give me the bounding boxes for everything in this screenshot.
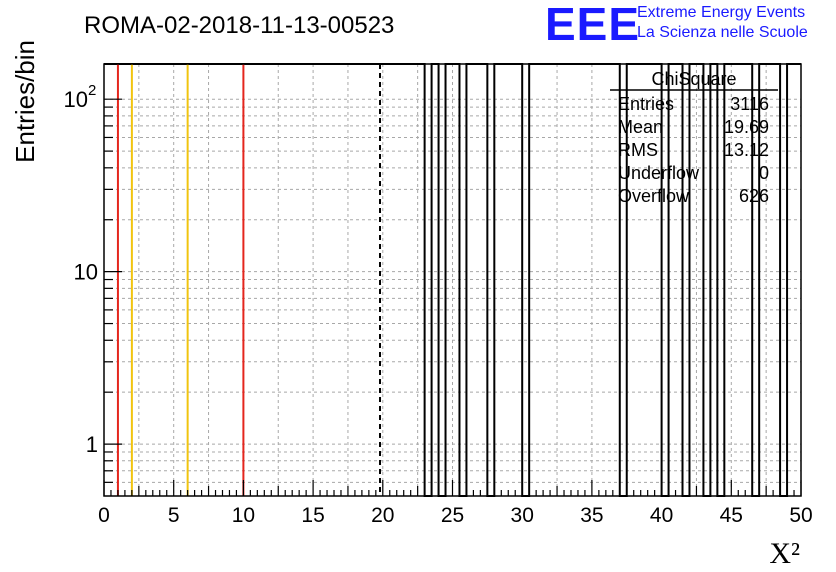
stats-label: Mean [618, 117, 663, 137]
x-tick-label: 30 [511, 504, 534, 527]
stats-value: 13.12 [724, 140, 769, 160]
reference-lines [116, 64, 382, 496]
stats-value: 3116 [730, 94, 769, 114]
stats-box: ChiSquare Entries 3116 Mean 19.69 RMS 13.12 Un… [610, 69, 778, 206]
logo-line-1: Extreme Energy Events [637, 4, 806, 21]
x-tick-label: 10 [232, 504, 255, 527]
stats-label: Entries [618, 94, 674, 114]
stats-label: RMS [618, 140, 658, 160]
logo-line-2: La Scienza nelle Scuole [637, 24, 808, 41]
x-axis-label: X² [769, 537, 800, 570]
y-tick-label: 1 [86, 432, 98, 457]
stats-label: Underflow [618, 163, 700, 183]
y-tick-label: 10 [64, 87, 88, 112]
x-tick-label: 0 [98, 504, 110, 527]
stats-value: 0 [759, 163, 769, 183]
x-tick-label: 5 [168, 504, 180, 527]
grid [104, 64, 801, 496]
x-tick-label: 15 [301, 504, 324, 527]
x-tick-label: 45 [720, 504, 743, 527]
x-tick-label: 50 [789, 504, 812, 527]
stats-label: Overflow [618, 186, 690, 206]
y-axis-label: Entries/bin [10, 40, 40, 163]
stats-value: 19.69 [724, 117, 769, 137]
x-tick-label: 25 [441, 504, 464, 527]
x-tick-label: 40 [650, 504, 673, 527]
y-tick-label-exponent: 2 [88, 82, 96, 99]
stats-value: 626 [739, 186, 769, 206]
stats-title: ChiSquare [651, 69, 736, 89]
x-tick-label: 35 [580, 504, 603, 527]
y-tick-label: 10 [74, 260, 98, 285]
x-tick-label: 20 [371, 504, 394, 527]
axis-ticks [103, 98, 802, 496]
chart-title: ROMA-02-2018-11-13-00523 [84, 12, 394, 39]
eee-logo: EEE [545, 0, 641, 50]
